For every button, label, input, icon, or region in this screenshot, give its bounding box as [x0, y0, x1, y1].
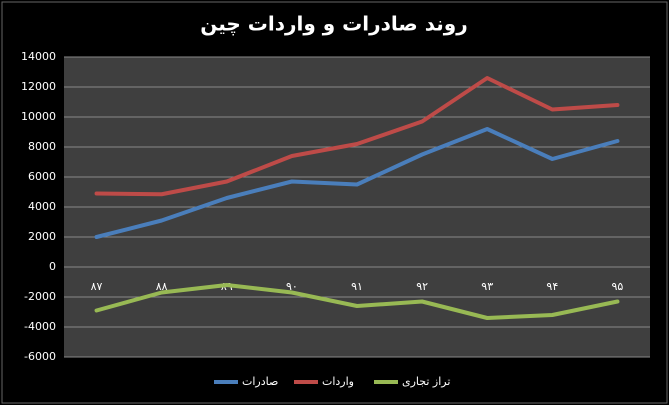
y-tick-label: 12000: [21, 80, 56, 93]
y-tick-label: 10000: [21, 110, 56, 123]
series-line: [94, 283, 620, 320]
x-tick-label: ۹۱: [351, 280, 363, 293]
y-tick-label: 4000: [28, 200, 56, 213]
y-tick-label: -6000: [24, 350, 56, 363]
legend-label: تراز تجاری: [402, 375, 450, 388]
y-tick-label: 14000: [21, 50, 56, 63]
y-tick-label: 2000: [28, 230, 56, 243]
x-tick-label: ۹۰: [286, 280, 298, 293]
x-tick-label: ۹۴: [546, 280, 558, 293]
series-line: [94, 76, 620, 197]
y-tick-label: -4000: [24, 320, 56, 333]
x-tick-label: ۸۷: [91, 280, 103, 293]
x-tick-label: ۹۲: [416, 280, 428, 293]
y-tick-label: 0: [49, 260, 56, 273]
x-tick-label: ۹۵: [612, 280, 624, 293]
series-line: [94, 127, 620, 239]
chart-title: روند صادرات و واردات چین: [200, 12, 467, 37]
y-tick-label: 6000: [28, 170, 56, 183]
y-tick-label: 8000: [28, 140, 56, 153]
y-tick-label: -2000: [24, 290, 56, 303]
legend-label: واردات: [322, 375, 354, 388]
x-tick-label: ۹۳: [481, 280, 493, 293]
legend-label: صادرات: [242, 375, 278, 388]
x-tick-label: ۸۸: [156, 280, 168, 293]
